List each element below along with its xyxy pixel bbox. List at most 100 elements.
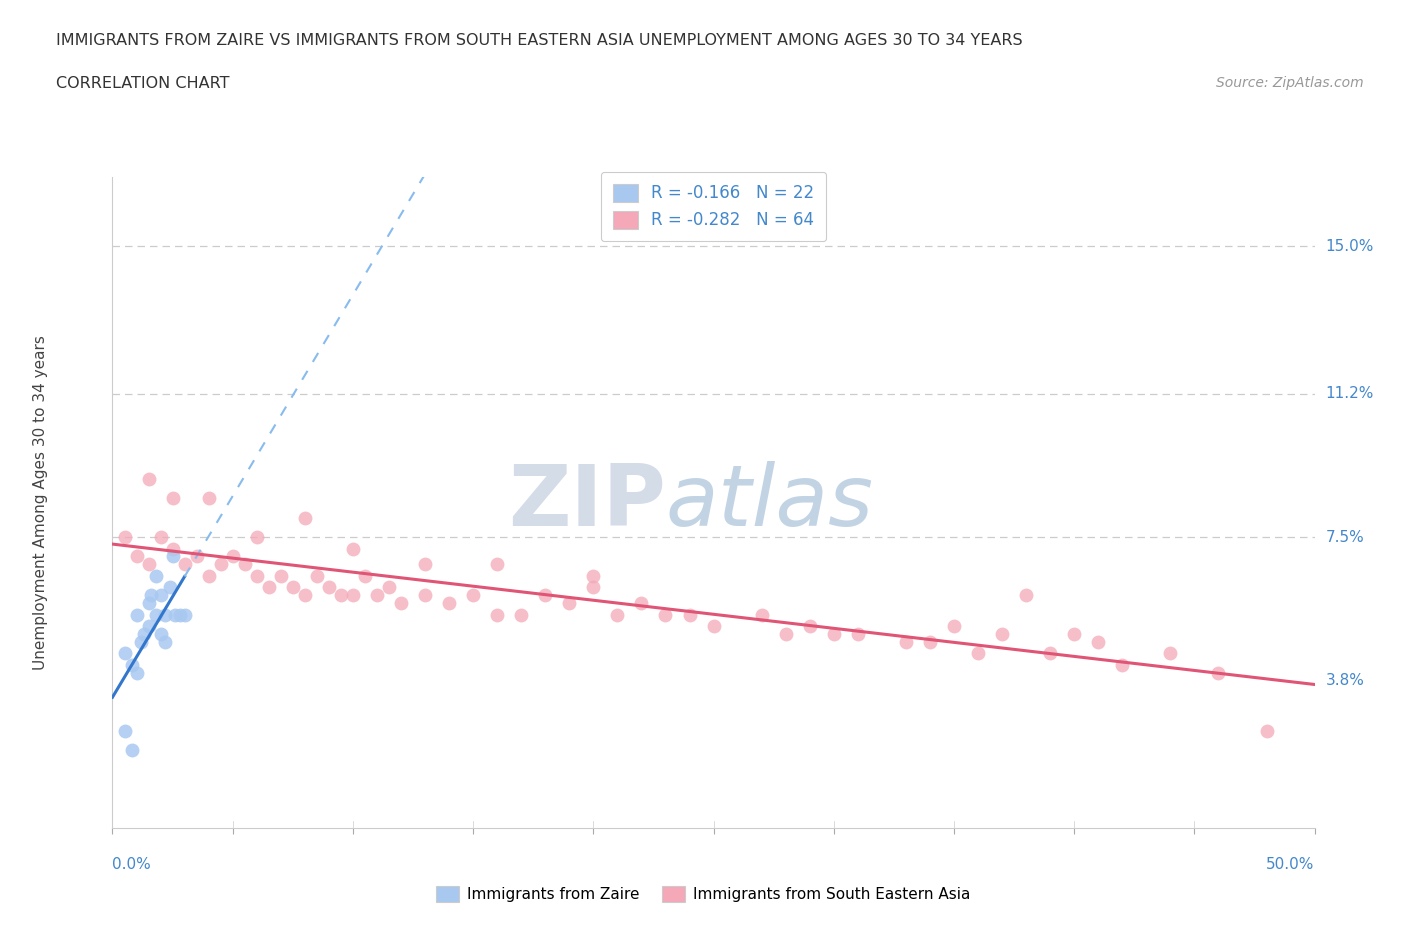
Point xyxy=(197,568,219,583)
Text: ZIP: ZIP xyxy=(508,460,665,544)
Text: 7.5%: 7.5% xyxy=(1326,529,1364,545)
Point xyxy=(246,568,269,583)
Point xyxy=(1256,724,1278,738)
Point xyxy=(1375,298,1398,312)
Point xyxy=(159,580,181,595)
Point xyxy=(270,568,292,583)
Point xyxy=(125,549,148,564)
Text: 50.0%: 50.0% xyxy=(1267,857,1315,872)
Point xyxy=(121,658,143,672)
Point xyxy=(582,568,605,583)
Point xyxy=(114,646,136,661)
Point xyxy=(630,595,652,610)
Point xyxy=(138,618,160,633)
Text: atlas: atlas xyxy=(665,460,873,544)
Point xyxy=(510,607,533,622)
Point xyxy=(305,568,328,583)
Point xyxy=(162,541,184,556)
Point xyxy=(155,634,177,649)
Point xyxy=(281,580,304,595)
Point xyxy=(131,634,153,649)
Text: 3.8%: 3.8% xyxy=(1326,673,1365,688)
Point xyxy=(197,491,219,506)
Point xyxy=(149,588,172,603)
Point xyxy=(437,595,460,610)
Point xyxy=(329,588,352,603)
Point xyxy=(145,568,167,583)
Point xyxy=(534,588,557,603)
Point xyxy=(163,607,186,622)
Point xyxy=(378,580,401,595)
Point xyxy=(138,472,160,486)
Text: 0.0%: 0.0% xyxy=(112,857,152,872)
Point xyxy=(582,580,605,595)
Point xyxy=(751,607,773,622)
Point xyxy=(169,607,191,622)
Point xyxy=(294,511,316,525)
Point xyxy=(233,557,256,572)
Text: IMMIGRANTS FROM ZAIRE VS IMMIGRANTS FROM SOUTH EASTERN ASIA UNEMPLOYMENT AMONG A: IMMIGRANTS FROM ZAIRE VS IMMIGRANTS FROM… xyxy=(56,33,1024,47)
Point xyxy=(1208,665,1230,680)
Text: Unemployment Among Ages 30 to 34 years: Unemployment Among Ages 30 to 34 years xyxy=(32,335,48,670)
Point xyxy=(1015,588,1038,603)
Text: 11.2%: 11.2% xyxy=(1326,386,1374,401)
Point xyxy=(125,607,148,622)
Point xyxy=(155,607,177,622)
Point xyxy=(114,530,136,545)
Point xyxy=(173,607,195,622)
Point xyxy=(173,557,195,572)
Point xyxy=(149,627,172,642)
Text: 15.0%: 15.0% xyxy=(1326,239,1374,254)
Point xyxy=(799,618,821,633)
Point xyxy=(775,627,797,642)
Point xyxy=(846,627,869,642)
Point xyxy=(354,568,377,583)
Point xyxy=(678,607,700,622)
Point xyxy=(413,588,436,603)
Point xyxy=(139,588,162,603)
Point xyxy=(125,665,148,680)
Point xyxy=(162,491,184,506)
Point xyxy=(114,724,136,738)
Point xyxy=(389,595,412,610)
Point xyxy=(606,607,628,622)
Point xyxy=(145,607,167,622)
Point xyxy=(942,618,965,633)
Point xyxy=(138,557,160,572)
Point xyxy=(1159,646,1181,661)
Point xyxy=(294,588,316,603)
Point xyxy=(318,580,340,595)
Point xyxy=(823,627,845,642)
Point xyxy=(702,618,725,633)
Point xyxy=(209,557,232,572)
Point xyxy=(1039,646,1062,661)
Point xyxy=(1111,658,1133,672)
Point xyxy=(967,646,990,661)
Point xyxy=(558,595,581,610)
Point xyxy=(486,557,509,572)
Legend: Immigrants from Zaire, Immigrants from South Eastern Asia: Immigrants from Zaire, Immigrants from S… xyxy=(430,880,976,909)
Point xyxy=(222,549,245,564)
Point xyxy=(413,557,436,572)
Point xyxy=(246,530,269,545)
Point xyxy=(1087,634,1109,649)
Point xyxy=(654,607,676,622)
Text: Source: ZipAtlas.com: Source: ZipAtlas.com xyxy=(1216,76,1364,90)
Legend: R = -0.166   N = 22, R = -0.282   N = 64: R = -0.166 N = 22, R = -0.282 N = 64 xyxy=(602,172,825,241)
Point xyxy=(149,530,172,545)
Point xyxy=(894,634,917,649)
Text: CORRELATION CHART: CORRELATION CHART xyxy=(56,76,229,91)
Point xyxy=(138,595,160,610)
Point xyxy=(121,743,143,758)
Point xyxy=(991,627,1014,642)
Point xyxy=(486,607,509,622)
Point xyxy=(342,541,364,556)
Point xyxy=(918,634,941,649)
Point xyxy=(132,627,155,642)
Point xyxy=(257,580,280,595)
Point xyxy=(162,549,184,564)
Point xyxy=(461,588,484,603)
Point xyxy=(186,549,208,564)
Point xyxy=(366,588,388,603)
Point xyxy=(342,588,364,603)
